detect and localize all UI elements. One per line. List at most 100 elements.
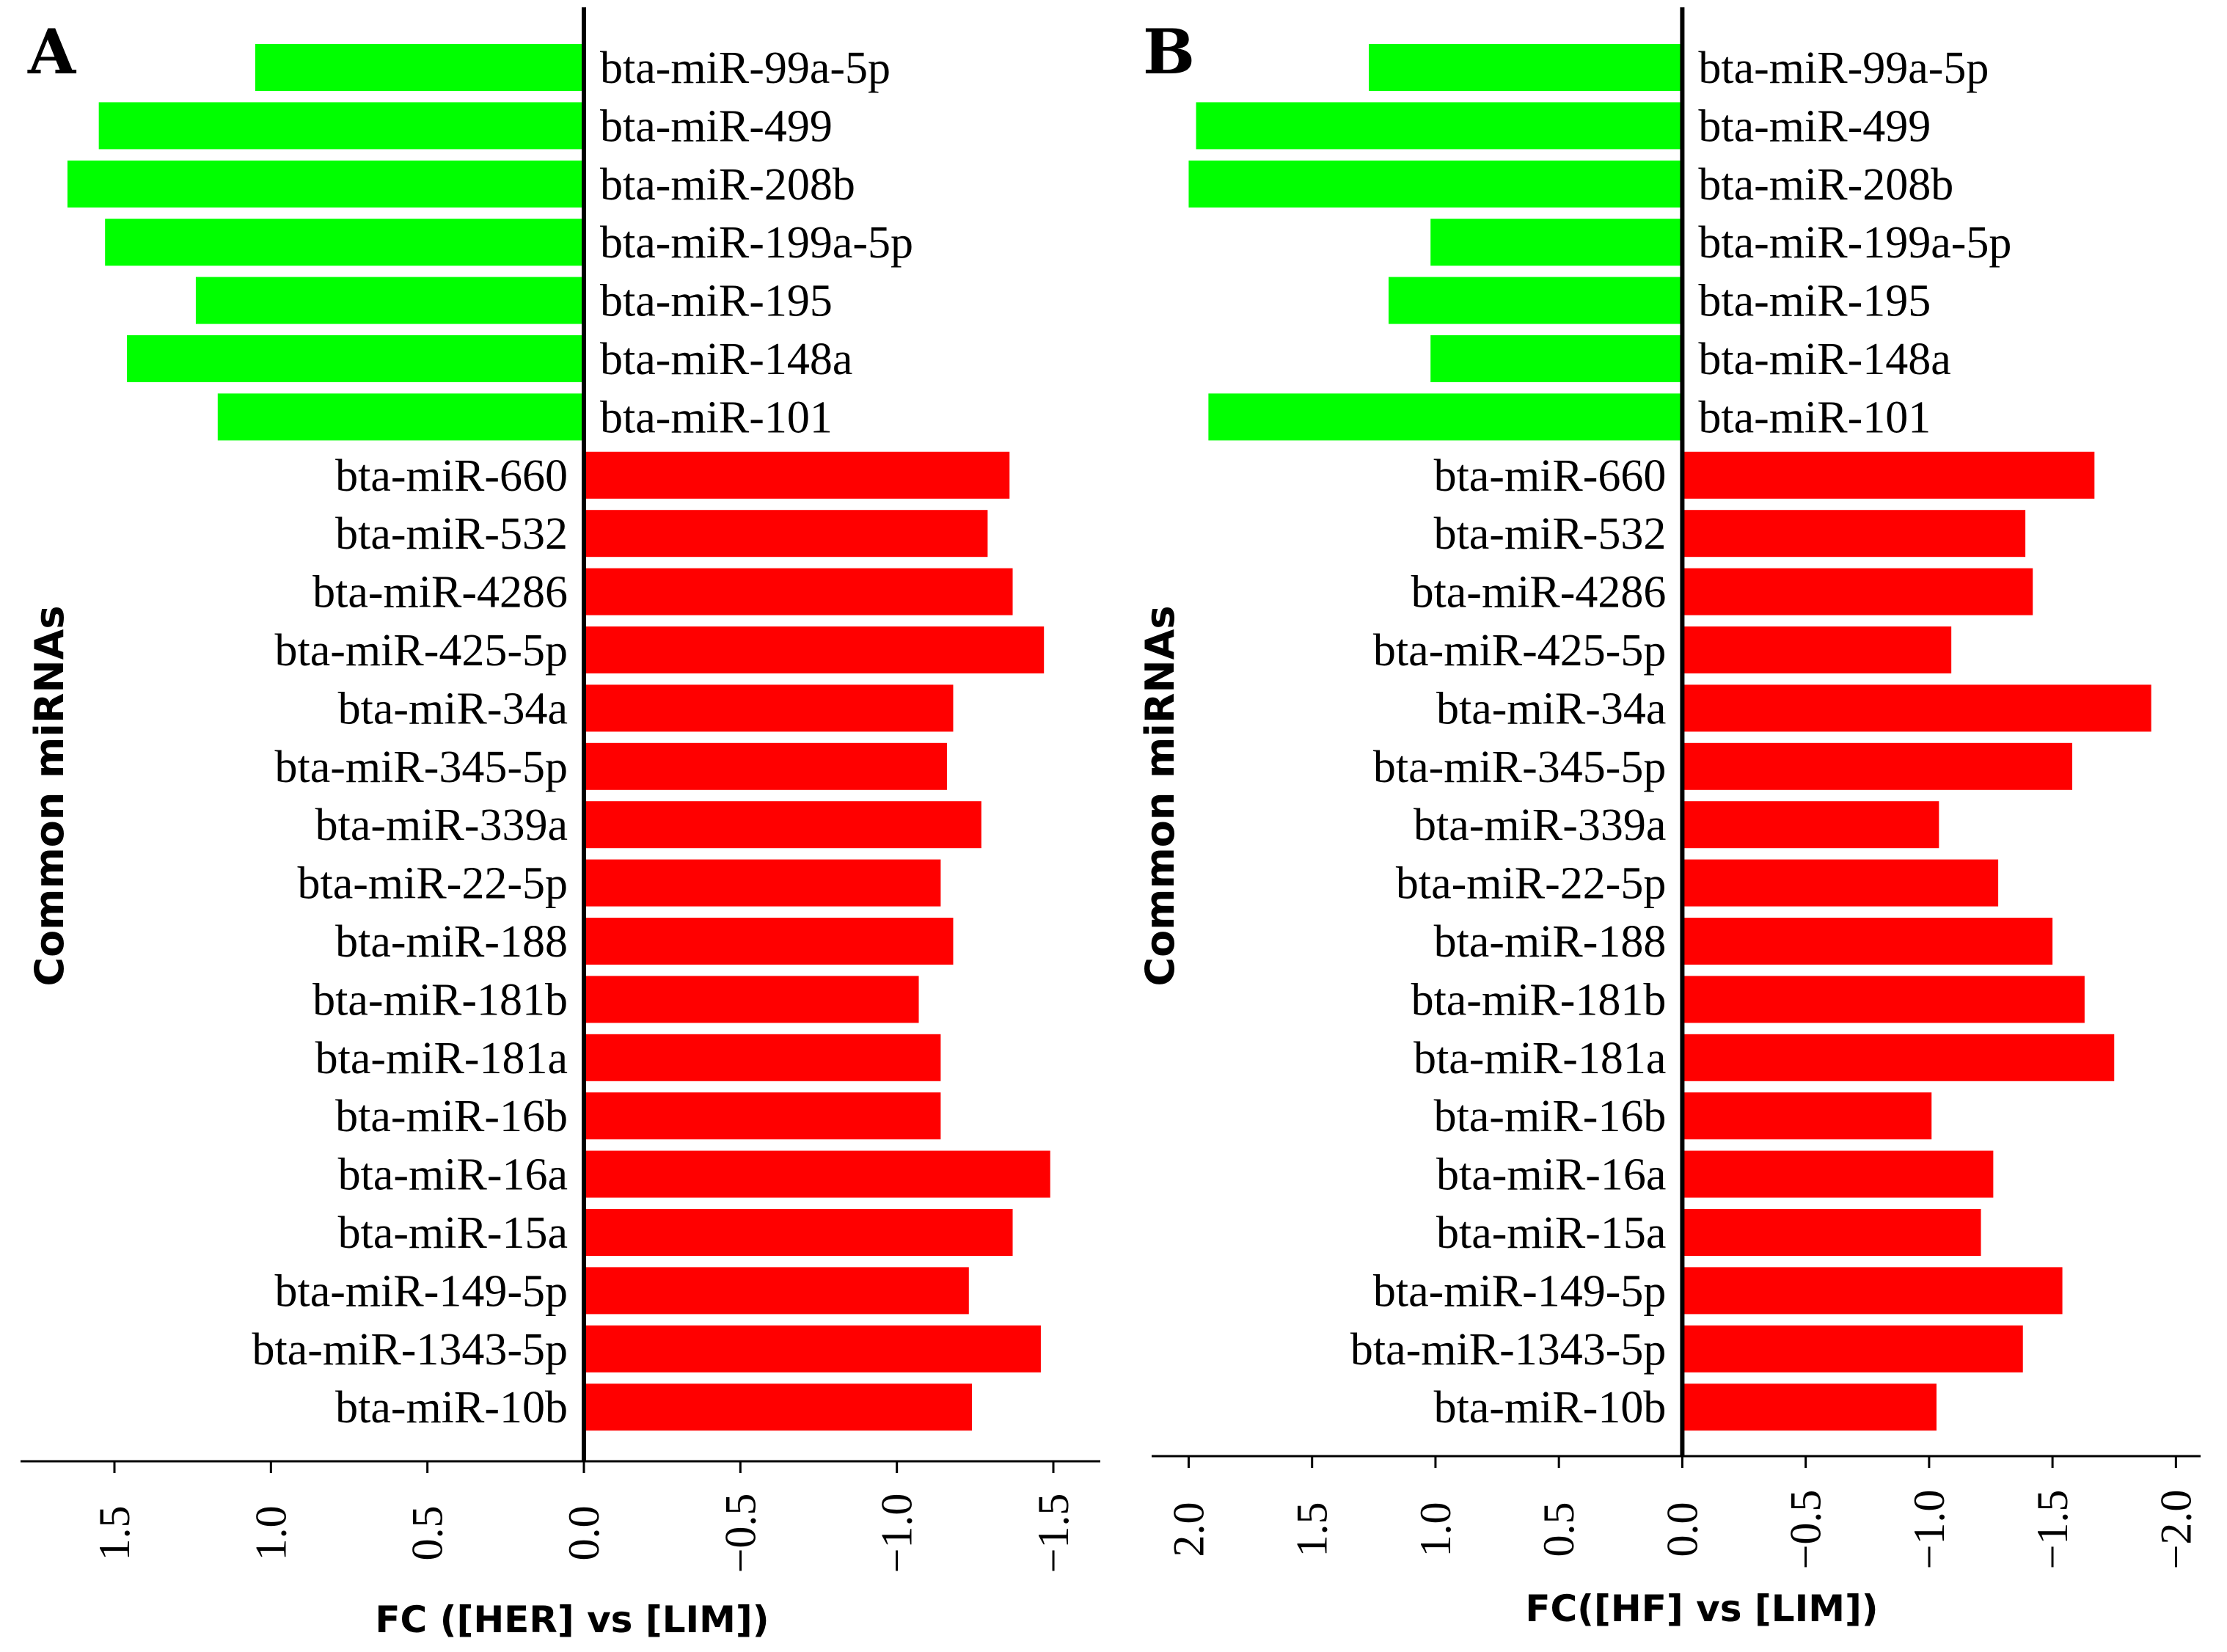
panel-b-bar-4: [1389, 277, 1683, 324]
panel-b-bar-22: [1682, 1325, 2023, 1373]
panel-b-bar-13: [1682, 801, 1939, 849]
panel-a-bar-18: [584, 1092, 941, 1140]
panel-a-bar-15: [584, 918, 954, 965]
panel-a-bar-2: [67, 160, 584, 208]
panel-a-bar-14: [584, 859, 941, 907]
panel-a-bar-10: [584, 626, 1045, 673]
panel-a-category-label-11: bta-miR-34a: [338, 684, 568, 734]
panel-a-category-label-22: bta-miR-1343-5p: [252, 1325, 568, 1375]
panel-b-category-label-1: bta-miR-499: [1698, 101, 1931, 151]
panel-b-x-axis-label: FC([HF] vs [LIM]): [1525, 1587, 1878, 1630]
panel-a-bar-6: [217, 393, 584, 441]
panel-b-category-label-13: bta-miR-339a: [1414, 800, 1666, 850]
panel-b-category-label-5: bta-miR-148a: [1698, 335, 1950, 384]
panel-b-bar-17: [1682, 1034, 2115, 1081]
panel-b-category-label-0: bta-miR-99a-5p: [1698, 43, 1989, 93]
panel-b-bar-18: [1682, 1092, 1932, 1140]
panel-a-bar-1: [98, 102, 584, 150]
panel-a-letter: A: [27, 15, 77, 88]
panel-a-bar-11: [584, 684, 954, 732]
panel-a-x-tick-label-2: 0.5: [403, 1506, 452, 1561]
panel-a-category-label-13: bta-miR-339a: [315, 800, 568, 850]
panel-b-category-label-16: bta-miR-181b: [1411, 975, 1667, 1025]
panel-b-bar-7: [1682, 451, 2095, 499]
panel-a-category-label-4: bta-miR-195: [600, 277, 833, 326]
panel-a-x-tick-label-3: 0.0: [560, 1506, 608, 1561]
panel-a-bar-16: [584, 976, 919, 1023]
panel-a-category-label-10: bta-miR-425-5p: [275, 626, 568, 676]
panel-a: A Common miRNAs FC ([HER] vs [LIM]) bta-…: [21, 7, 1100, 1641]
panel-a-bar-7: [584, 451, 1010, 499]
panel-a-bar-3: [105, 219, 584, 266]
panel-b-category-label-6: bta-miR-101: [1698, 392, 1931, 442]
panel-b-y-axis-label: Common miRNAs: [1137, 605, 1183, 986]
panel-b-bar-8: [1682, 510, 2026, 558]
panel-a-category-label-9: bta-miR-4286: [312, 568, 568, 618]
panel-b-category-label-10: bta-miR-425-5p: [1373, 626, 1667, 676]
panel-a-category-label-2: bta-miR-208b: [600, 160, 855, 210]
panel-a-category-label-14: bta-miR-22-5p: [298, 859, 568, 909]
panel-a-axes: [21, 7, 1100, 1463]
panel-a-x-tick-label-1: 1.0: [246, 1506, 295, 1561]
panel-a-bar-23: [584, 1384, 973, 1431]
panel-b-category-label-22: bta-miR-1343-5p: [1350, 1325, 1667, 1375]
panel-a-category-label-3: bta-miR-199a-5p: [600, 218, 913, 268]
panel-b-category-label-4: bta-miR-195: [1698, 277, 1931, 326]
panel-b-letter: B: [1143, 15, 1195, 88]
panel-b-bar-16: [1682, 976, 2085, 1023]
panel-a-category-label-8: bta-miR-532: [335, 509, 568, 559]
panel-b-x-tick-label-4: 0.0: [1658, 1502, 1706, 1557]
panel-a-y-axis-label: Common miRNAs: [26, 605, 73, 986]
panel-b-x-tick-label-0: 2.0: [1164, 1502, 1213, 1557]
panel-a-category-label-16: bta-miR-181b: [312, 975, 568, 1025]
panel-b-bar-20: [1682, 1209, 1981, 1256]
panel-b-category-label-20: bta-miR-15a: [1436, 1208, 1666, 1258]
panel-b-category-label-12: bta-miR-345-5p: [1373, 742, 1667, 792]
panel-a-x-tick-label-5: −1.0: [873, 1494, 921, 1574]
panel-a-bar-9: [584, 568, 1013, 615]
panel-a-category-label-23: bta-miR-10b: [335, 1383, 568, 1433]
panel-a-category-label-17: bta-miR-181a: [315, 1034, 568, 1083]
panel-a-category-label-12: bta-miR-345-5p: [275, 742, 568, 792]
panel-b-bars: [1188, 44, 2151, 1431]
panel-b-category-label-2: bta-miR-208b: [1698, 160, 1953, 210]
panel-b-x-tick-label-8: −2.0: [2151, 1490, 2200, 1570]
panel-b-category-label-9: bta-miR-4286: [1411, 568, 1667, 618]
panel-b-category-label-21: bta-miR-149-5p: [1373, 1266, 1667, 1316]
panel-a-category-label-5: bta-miR-148a: [600, 335, 852, 384]
panel-b-bar-11: [1682, 684, 2151, 732]
panel-b-bar-5: [1430, 335, 1683, 382]
panel-b-x-tick-label-3: 0.5: [1535, 1502, 1583, 1557]
panel-b-axes: [1152, 7, 2201, 1458]
panel-a-bar-12: [584, 742, 947, 790]
panel-b-category-label-17: bta-miR-181a: [1414, 1034, 1666, 1083]
panel-a-x-ticks: 1.5 1.0 0.5 0.0 −0.5 −1.0 −1.5: [90, 1461, 1078, 1573]
panel-b-bar-2: [1188, 160, 1683, 208]
panel-b-category-label-8: bta-miR-532: [1434, 509, 1667, 559]
panel-b-bar-6: [1208, 393, 1683, 441]
panel-b-bar-14: [1682, 859, 1999, 907]
panel-b-bar-23: [1682, 1384, 1937, 1431]
panel-b-bar-21: [1682, 1267, 2063, 1315]
panel-b-x-tick-label-6: −1.0: [1905, 1490, 1953, 1570]
panel-a-category-label-7: bta-miR-660: [335, 451, 568, 501]
panel-b-x-tick-label-7: −1.5: [2028, 1490, 2077, 1570]
panel-a-x-tick-label-4: −0.5: [716, 1494, 764, 1574]
panel-a-category-label-20: bta-miR-15a: [338, 1208, 568, 1258]
panel-b: B Common miRNAs FC([HF] vs [LIM]) bta-mi…: [1137, 7, 2201, 1630]
panel-a-category-label-1: bta-miR-499: [600, 101, 833, 151]
panel-a-x-tick-label-6: −1.5: [1029, 1494, 1078, 1574]
panel-b-bar-15: [1682, 918, 2053, 965]
panel-a-bar-0: [255, 44, 584, 91]
panel-b-x-ticks: 2.0 1.5 1.0 0.5 0.0 −0.5 −1.0 −1.5 −2.0: [1164, 1456, 2200, 1569]
panel-a-bar-8: [584, 510, 988, 558]
panel-a-category-label-18: bta-miR-16b: [335, 1092, 568, 1141]
panel-a-category-label-0: bta-miR-99a-5p: [600, 43, 891, 93]
panel-b-bar-3: [1430, 219, 1683, 266]
panel-a-category-labels: bta-miR-99a-5p bta-miR-499 bta-miR-208b bta…: [252, 43, 914, 1433]
panel-a-category-label-15: bta-miR-188: [335, 917, 568, 967]
panel-a-bars: [67, 44, 1050, 1431]
panel-b-category-label-3: bta-miR-199a-5p: [1698, 218, 2011, 268]
panel-a-bar-4: [195, 277, 584, 324]
panel-a-x-axis-label: FC ([HER] vs [LIM]): [375, 1598, 769, 1641]
